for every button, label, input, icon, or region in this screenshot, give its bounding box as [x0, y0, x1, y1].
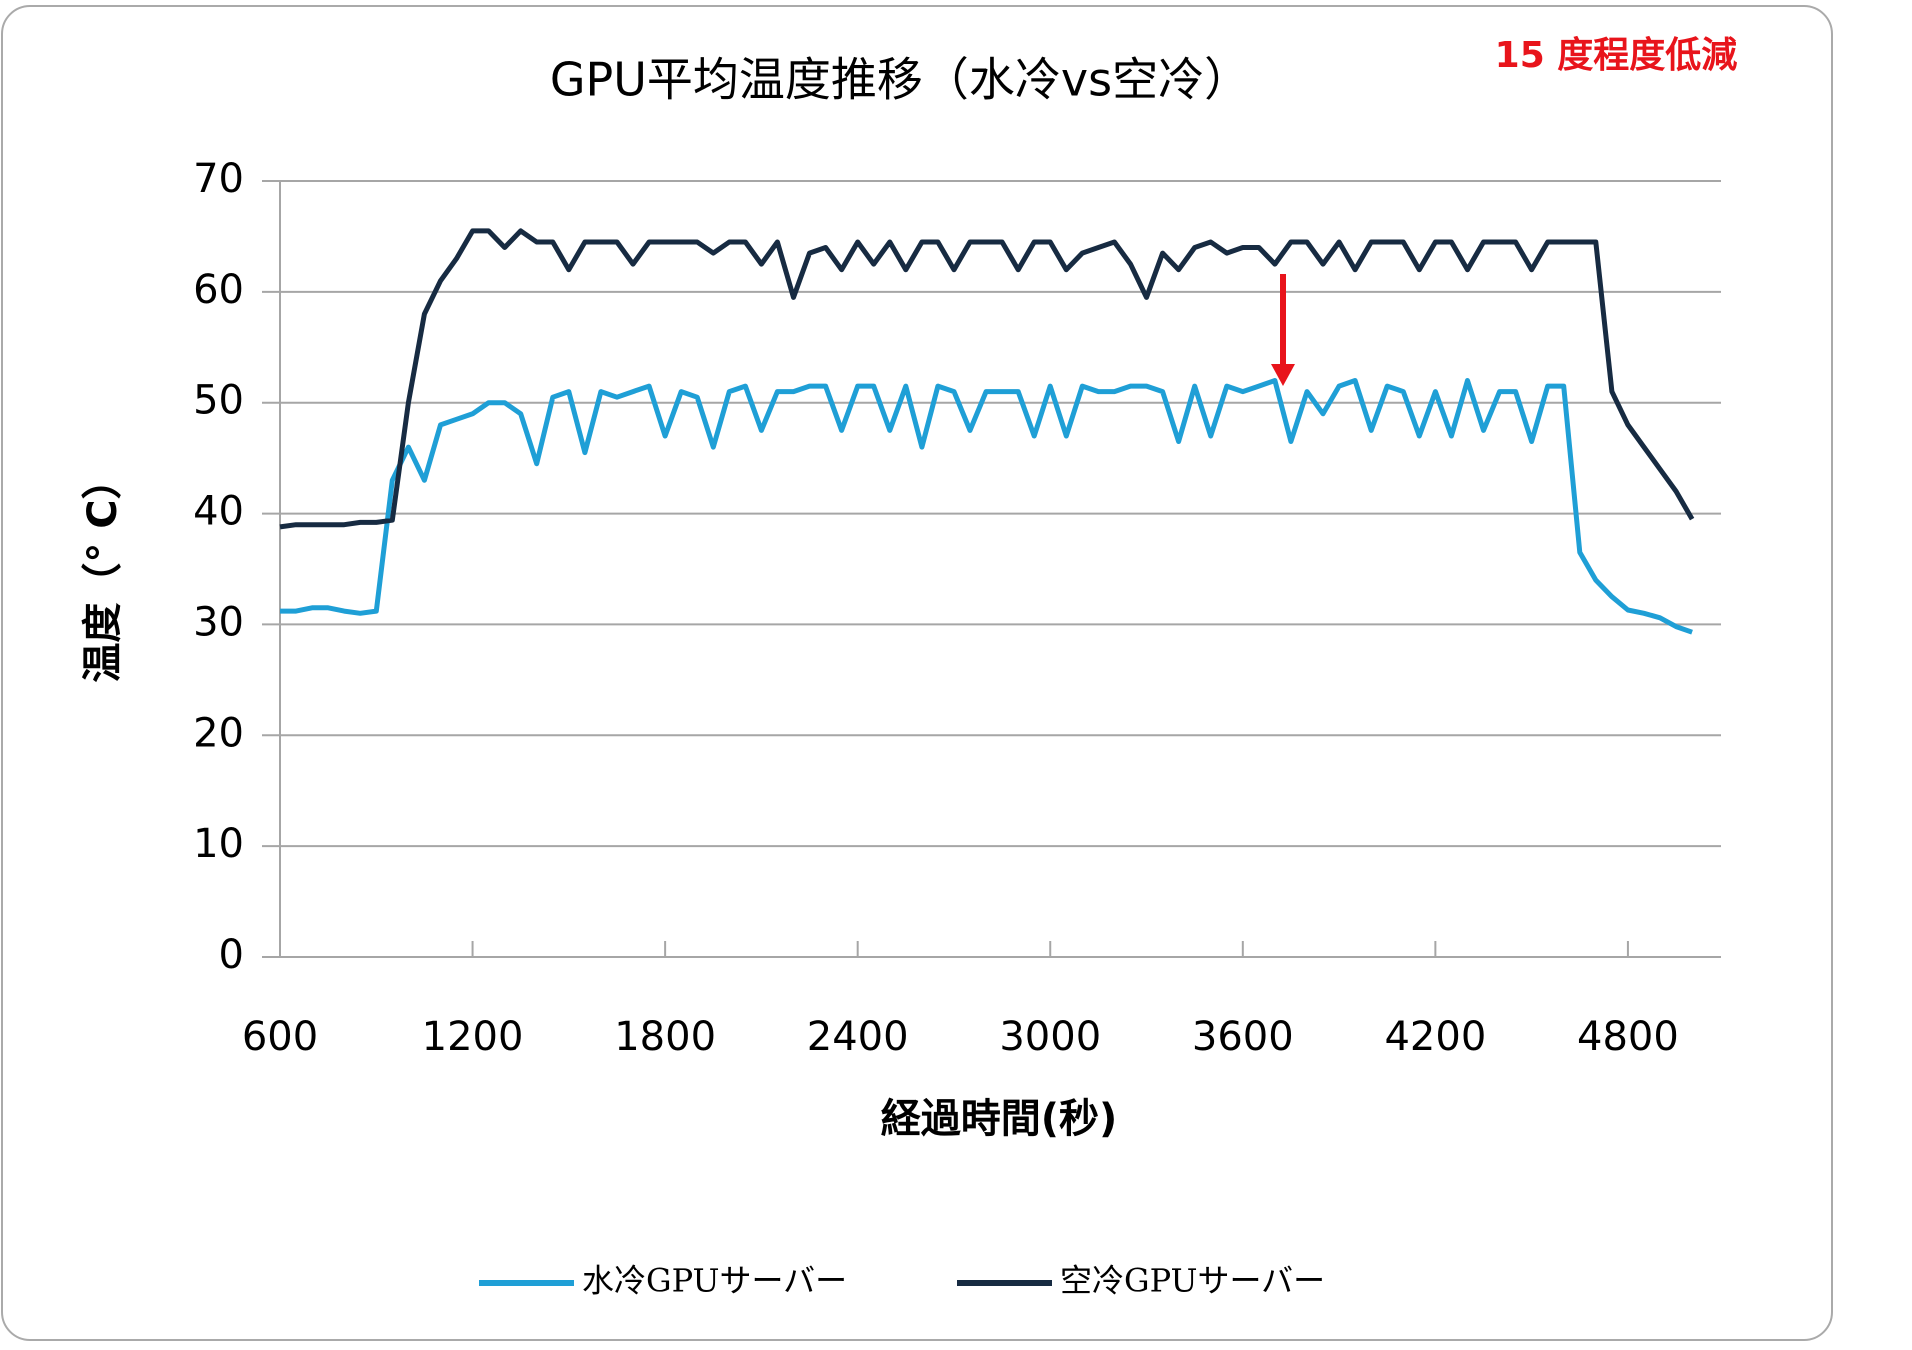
- series-line: [279, 228, 1695, 530]
- y-tick-label: 40: [193, 489, 244, 535]
- x-tick-label: 1800: [614, 1014, 716, 1060]
- y-tick-label: 70: [193, 156, 244, 202]
- annotation-arrow: [1271, 274, 1295, 386]
- y-tick-label: 30: [193, 599, 244, 645]
- chart-title: GPU平均温度推移（水冷vs空冷）: [550, 53, 1250, 107]
- y-tick-label: 0: [219, 932, 244, 978]
- legend-label: 空冷GPUサーバー: [1060, 1262, 1325, 1300]
- x-axis-label: 経過時間(秒): [881, 1096, 1118, 1142]
- x-tick-label: 2400: [807, 1014, 909, 1060]
- x-tick-label: 1200: [422, 1014, 524, 1060]
- y-tick-label: 10: [193, 821, 244, 867]
- chart-frame: [1, 5, 1833, 1341]
- y-tick-label: 60: [193, 267, 244, 313]
- series-line: [280, 378, 1693, 635]
- y-tick-label: 20: [193, 710, 244, 756]
- y-tick-label: 50: [193, 378, 244, 424]
- legend-label: 水冷GPUサーバー: [582, 1262, 847, 1300]
- x-tick-label: 4800: [1577, 1014, 1679, 1060]
- x-tick-label: 600: [242, 1014, 318, 1060]
- x-tick-label: 4200: [1384, 1014, 1486, 1060]
- y-axis-label: 温度（° C）: [80, 459, 126, 682]
- x-tick-label: 3600: [1192, 1014, 1294, 1060]
- annotation: 15 度程度低減: [1495, 35, 1738, 76]
- x-tick-label: 3000: [999, 1014, 1101, 1060]
- arrow-head: [1271, 364, 1295, 386]
